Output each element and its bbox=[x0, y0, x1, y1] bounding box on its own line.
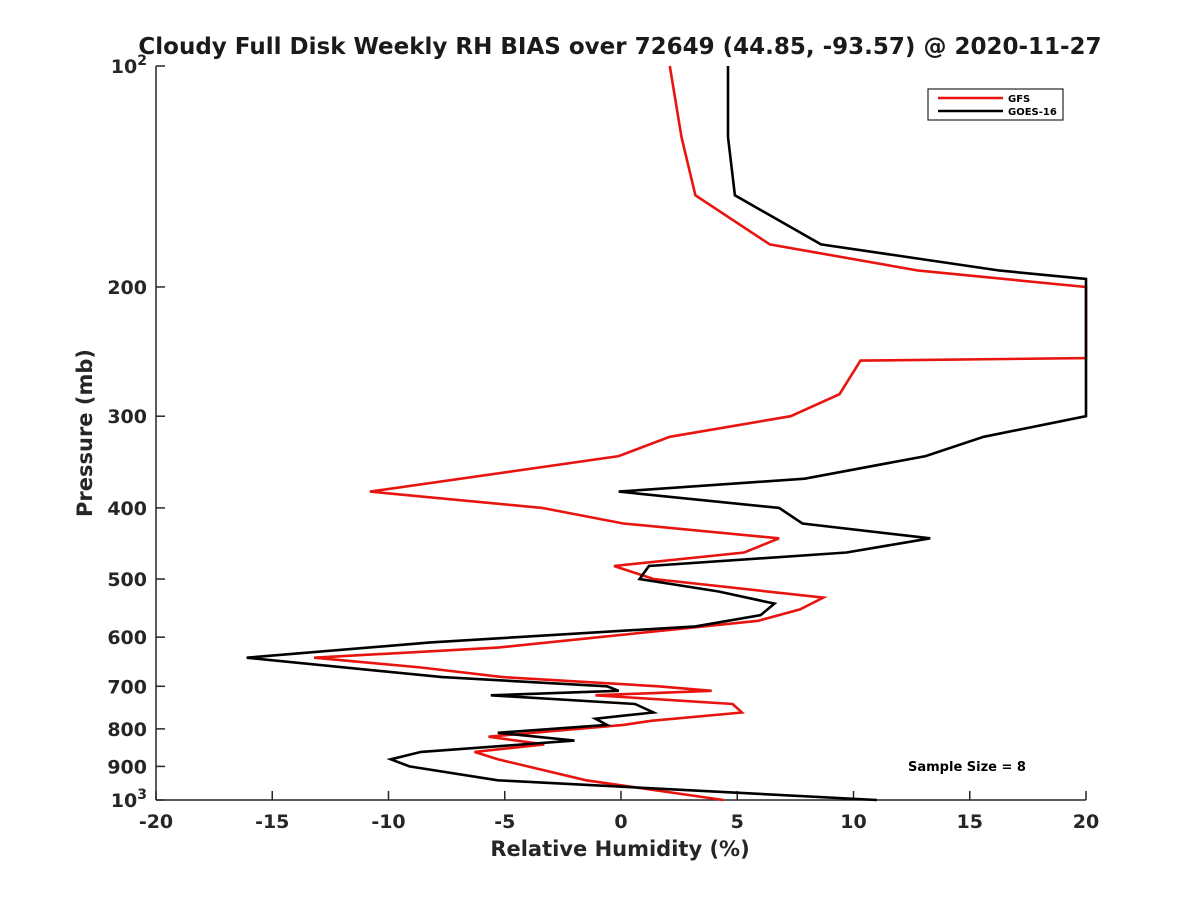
y-tick-label: 800 bbox=[107, 719, 147, 741]
legend: GFS GOES-16 bbox=[927, 88, 1064, 121]
chart-title: Cloudy Full Disk Weekly RH BIAS over 726… bbox=[138, 34, 1101, 60]
legend-label: GFS bbox=[1008, 94, 1030, 105]
y-tick-label: 103 bbox=[111, 787, 147, 812]
series-line-gfs bbox=[313, 65, 1088, 802]
series-line-goes-16 bbox=[246, 66, 1088, 802]
x-tick-label: 0 bbox=[614, 811, 627, 833]
y-tick-label: 400 bbox=[107, 498, 147, 520]
x-tick-label: 20 bbox=[1073, 811, 1099, 833]
series-layer bbox=[246, 65, 1088, 802]
x-axis-label: Relative Humidity (%) bbox=[490, 837, 749, 861]
x-tick-label: 5 bbox=[731, 811, 744, 833]
y-tick-label: 500 bbox=[107, 569, 147, 591]
legend-label: GOES-16 bbox=[1008, 107, 1057, 118]
x-tick-label: -10 bbox=[371, 811, 405, 833]
y-tick-label: 102 bbox=[111, 53, 147, 78]
sample-size-annotation: Sample Size = 8 bbox=[908, 760, 1026, 775]
y-tick-label: 700 bbox=[107, 676, 147, 698]
x-tick-label: -15 bbox=[255, 811, 289, 833]
y-tick-label: 200 bbox=[107, 277, 147, 299]
y-tick-label: 900 bbox=[107, 756, 147, 778]
y-tick-label: 300 bbox=[107, 406, 147, 428]
axes: -20 -15 -10 -5 0 5 10 15 20 102 200 300 400 500 600 700… bbox=[107, 53, 1099, 833]
x-tick-label: 15 bbox=[957, 811, 983, 833]
x-tick-label: -20 bbox=[139, 811, 173, 833]
legend-box bbox=[927, 88, 1064, 121]
y-tick-label: 600 bbox=[107, 627, 147, 649]
x-tick-label: -5 bbox=[494, 811, 515, 833]
y-axis-label: Pressure (mb) bbox=[73, 349, 97, 517]
x-tick-label: 10 bbox=[840, 811, 866, 833]
